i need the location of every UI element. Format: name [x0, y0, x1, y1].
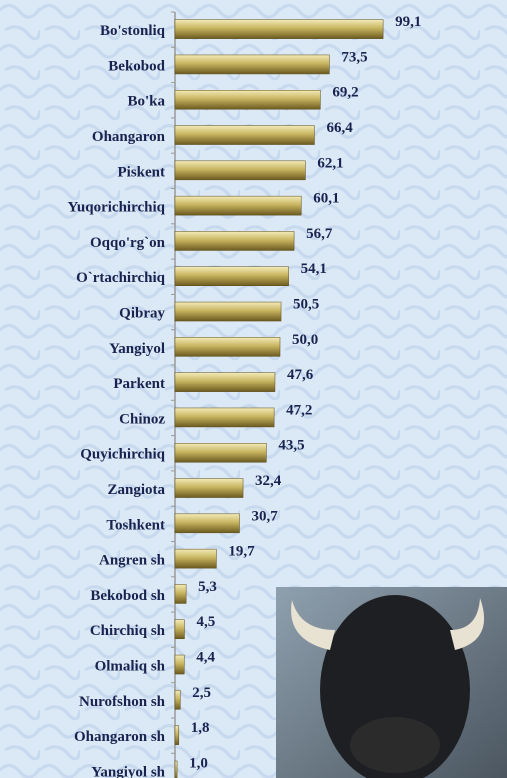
bar: [174, 54, 330, 75]
bar: [174, 231, 295, 251]
bar: [174, 725, 180, 745]
category-label: Olmaliq sh: [95, 658, 166, 674]
value-label: 43,5: [278, 438, 304, 454]
bar: [174, 125, 315, 145]
value-label: 60,1: [313, 191, 339, 207]
bar: [174, 548, 217, 569]
category-label: Oqqo'rg`on: [90, 235, 166, 251]
category-label: Qibray: [119, 305, 165, 321]
category-label: Piskent: [117, 164, 165, 180]
category-label: Toshkent: [106, 517, 165, 533]
value-label: 5,3: [198, 579, 217, 595]
category-label: Parkent: [113, 376, 165, 392]
category-label: Yangiyol: [109, 341, 165, 357]
category-label: Bo'ka: [127, 94, 165, 110]
value-label: 2,5: [192, 685, 211, 701]
value-label: 1,8: [191, 720, 210, 736]
bar: [174, 654, 185, 675]
category-label: O`rtachirchiq: [76, 270, 166, 286]
category-label: Zangiota: [107, 482, 165, 498]
bar: [174, 760, 178, 778]
value-label: 62,1: [317, 155, 343, 171]
bar: [174, 195, 302, 216]
value-label: 66,4: [326, 120, 353, 136]
category-label: Nurofshon sh: [79, 694, 166, 710]
value-label: 47,2: [286, 402, 312, 418]
category-label: Ohangaron: [92, 129, 166, 145]
category-label: Angren sh: [99, 553, 166, 569]
value-label: 69,2: [332, 85, 358, 101]
value-label: 1,0: [189, 755, 208, 771]
bar: [174, 407, 275, 428]
category-label: Bo'stonliq: [100, 23, 166, 39]
bar: [174, 337, 281, 357]
value-label: 30,7: [251, 508, 278, 524]
bar: [174, 619, 185, 639]
value-label: 54,1: [301, 261, 327, 277]
bar: [174, 584, 187, 604]
category-label: Chinoz: [119, 411, 165, 427]
bar: [174, 478, 244, 498]
value-label: 50,0: [292, 332, 318, 348]
bar: [174, 301, 282, 322]
value-label: 50,5: [293, 296, 319, 312]
bar: [174, 19, 384, 39]
bar: [174, 513, 240, 534]
category-label: Bekobod sh: [90, 588, 165, 604]
bar: [174, 690, 181, 710]
value-label: 47,6: [287, 367, 314, 383]
category-label: Ohangaron sh: [74, 729, 166, 745]
value-label: 32,4: [255, 473, 282, 489]
bar: [174, 443, 267, 463]
bar: [174, 160, 306, 181]
value-label: 4,5: [196, 614, 215, 630]
category-label: Quyichirchiq: [80, 447, 165, 463]
category-label: Yuqorichirchiq: [67, 200, 165, 216]
photo: [276, 587, 507, 778]
value-label: 19,7: [228, 544, 255, 560]
value-label: 4,4: [196, 649, 215, 665]
value-label: 73,5: [341, 49, 367, 65]
value-label: 99,1: [395, 14, 421, 30]
bar: [174, 90, 321, 110]
category-label: Bekobod: [108, 58, 165, 74]
category-label: Chirchiq sh: [90, 623, 166, 639]
bar: [174, 266, 289, 286]
bar: [174, 372, 276, 392]
category-label: Yangiyol sh: [91, 764, 165, 778]
value-label: 56,7: [306, 226, 333, 242]
